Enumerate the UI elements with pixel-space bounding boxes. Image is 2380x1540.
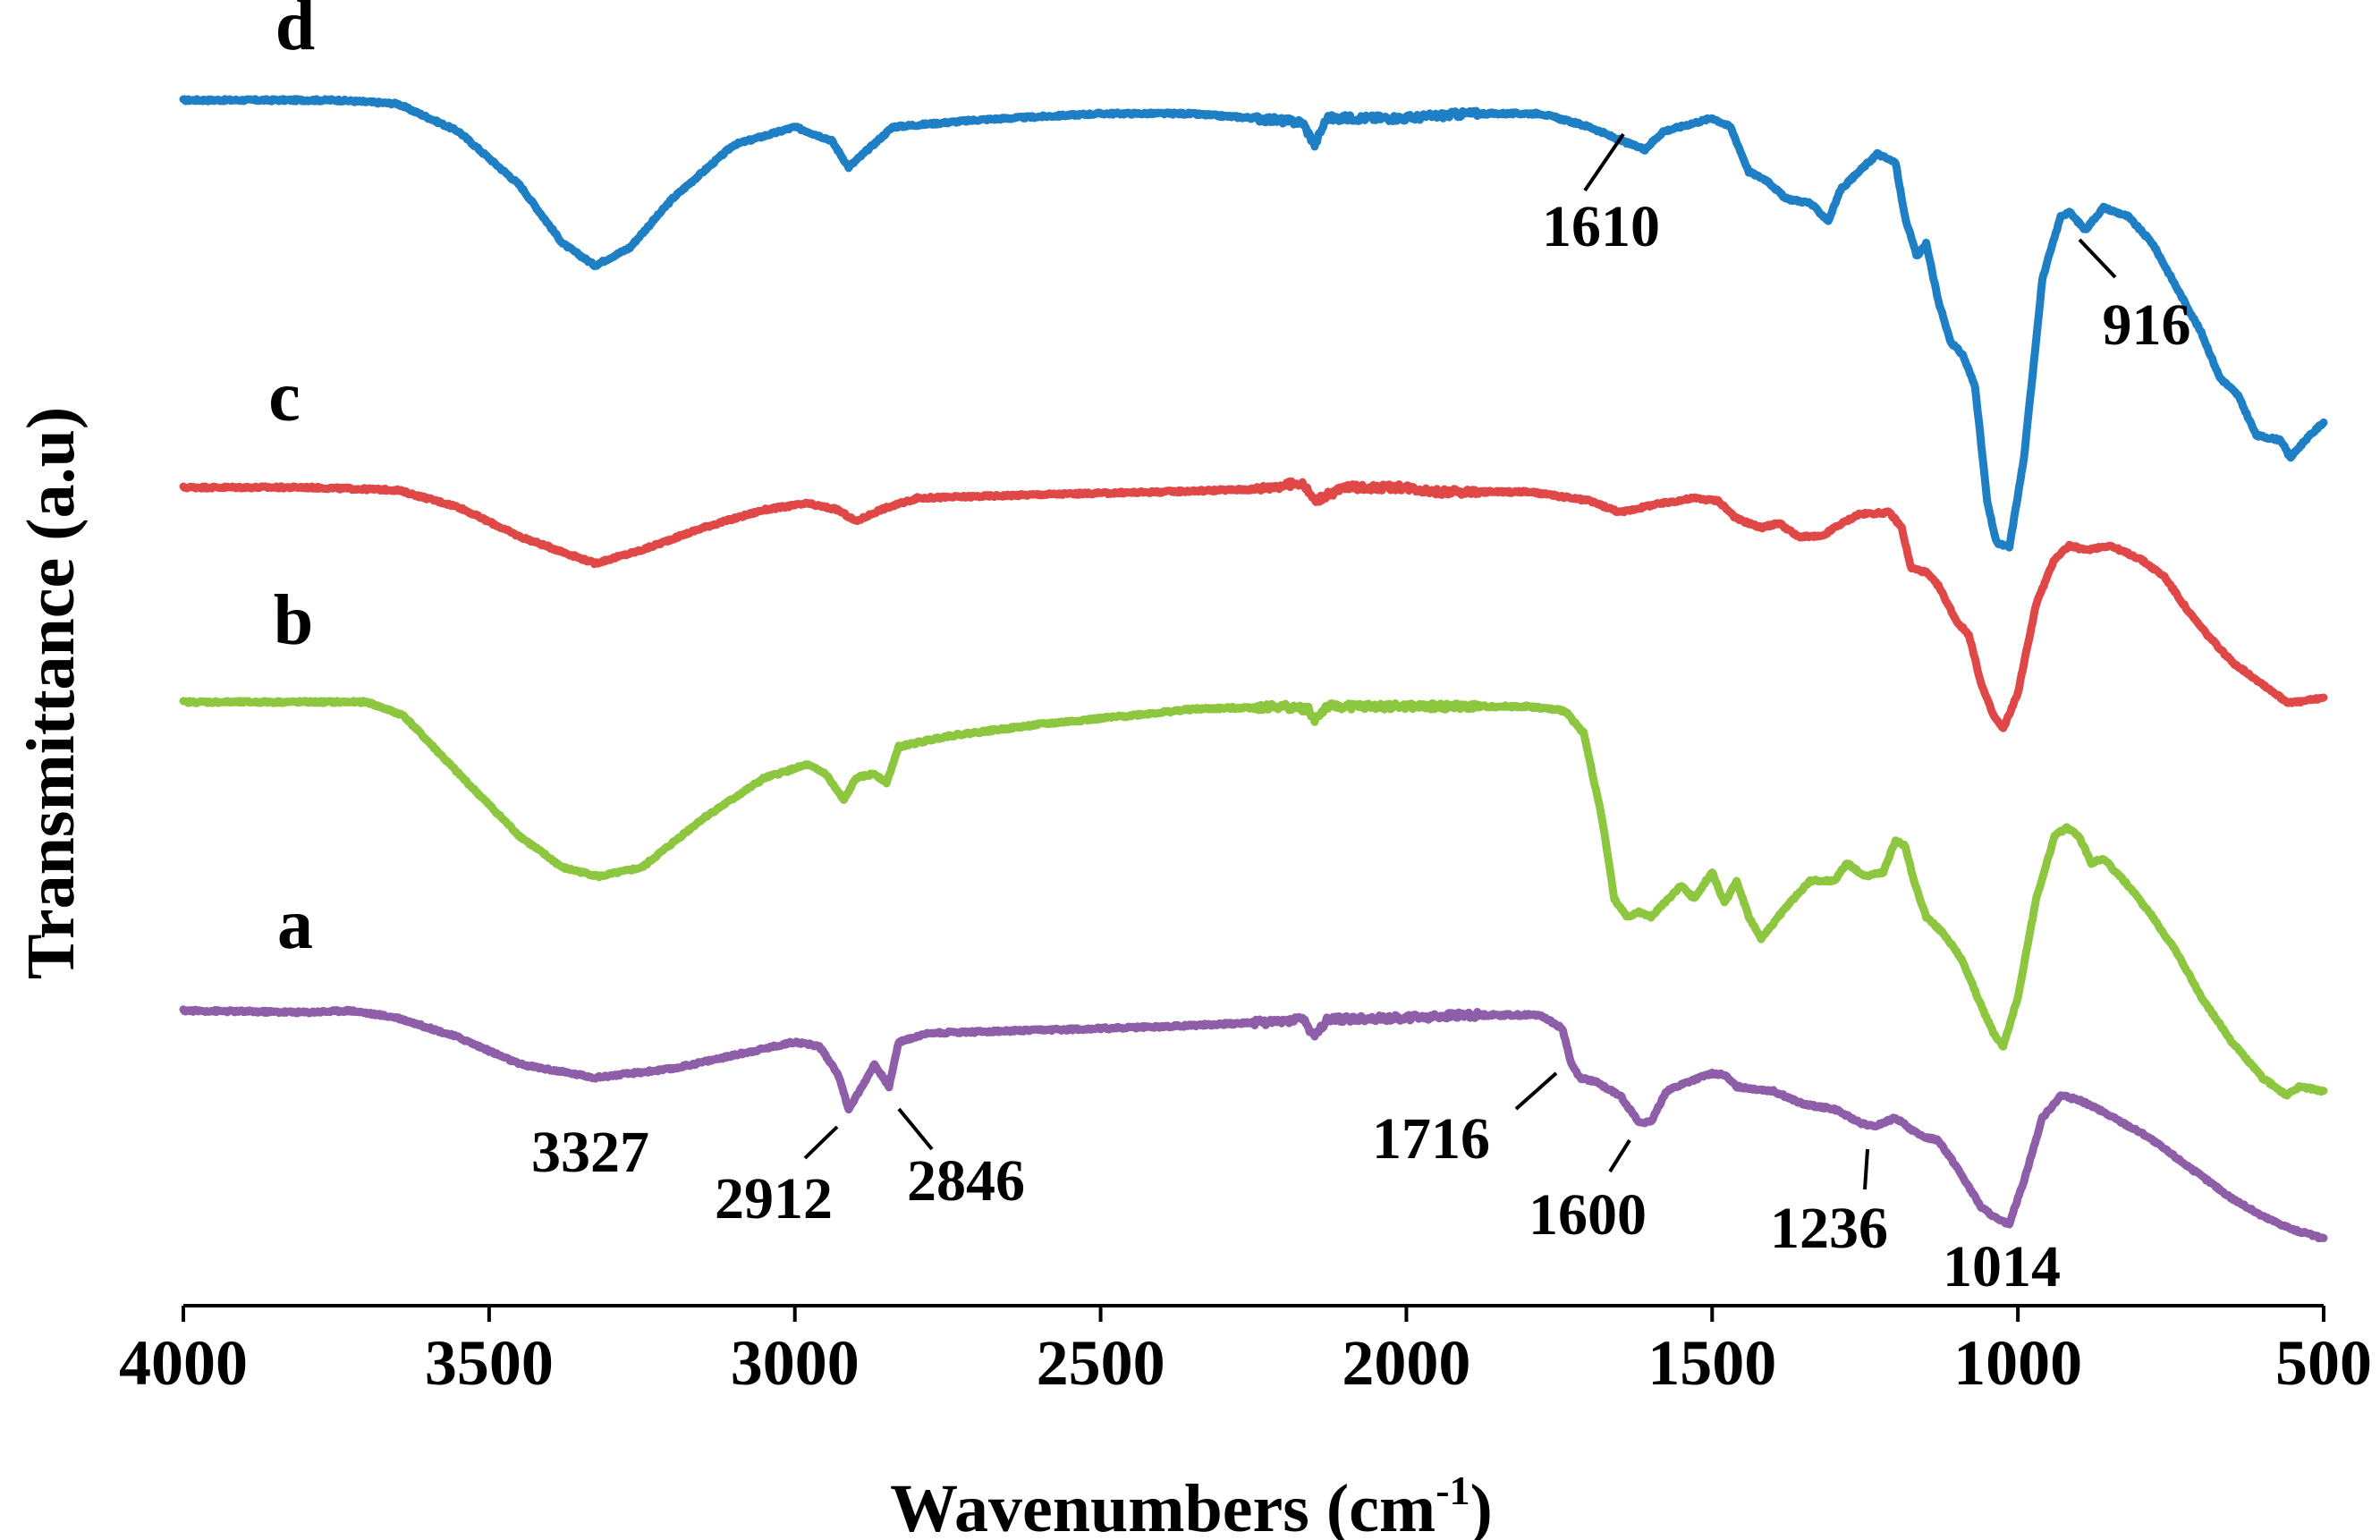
x-tick-label-3000: 3000: [731, 1327, 860, 1399]
y-axis-label: Transmittance (a.u): [13, 407, 89, 979]
x-axis-label: Wavenumbers (cm-1): [890, 1468, 1493, 1540]
peak-label-2912: 2912: [715, 1166, 833, 1231]
peak-leader-1236: [1863, 1148, 1869, 1190]
peak-label-1236: 1236: [1770, 1196, 1888, 1261]
x-axis-label-close: ): [1470, 1471, 1493, 1540]
x-axis: 4000 3500 3000 2500 2000 1500 1000 500: [119, 1304, 2372, 1399]
series-line-d: [179, 95, 2328, 552]
peak-label-1716: 1716: [1372, 1106, 1490, 1172]
x-axis-label-main: Wavenumbers (cm: [890, 1471, 1436, 1540]
peak-label-1600: 1600: [1529, 1182, 1647, 1248]
x-tick-label-2000: 2000: [1342, 1327, 1470, 1399]
series-label-b: b: [274, 581, 314, 660]
x-tick-label-3500: 3500: [425, 1327, 554, 1399]
peak-label-1014: 1014: [1943, 1234, 2061, 1299]
series-line-c: [179, 477, 2328, 732]
peak-label-3327: 3327: [531, 1120, 649, 1185]
x-tick-label-1000: 1000: [1953, 1327, 2082, 1399]
x-tick-label-2500: 2500: [1037, 1327, 1165, 1399]
peak-leader-2846: [897, 1107, 934, 1151]
peak-leader-1610: [1583, 132, 1625, 192]
series-label-c: c: [268, 358, 301, 436]
series-layer: [179, 95, 2328, 1243]
peak-label-1610: 1610: [1542, 194, 1660, 259]
x-tick-label-500: 500: [2275, 1327, 2372, 1399]
peak-leader-2912: [803, 1125, 839, 1160]
peak-leader-916: [2078, 238, 2117, 279]
series-line-b: [179, 697, 2328, 1100]
series-label-a: a: [277, 885, 313, 964]
x-axis-label-superscript: -1: [1436, 1468, 1470, 1513]
label-layer: d c b a 1610 916 3327 2912 2846 1716 1600 1236 1014: [268, 0, 2190, 1299]
x-tick-label-1500: 1500: [1647, 1327, 1776, 1399]
series-line-a: [179, 1005, 2328, 1243]
peak-leader-1600: [1608, 1138, 1631, 1173]
peak-label-2846: 2846: [907, 1148, 1025, 1214]
peak-label-916: 916: [2103, 292, 2191, 358]
series-label-d: d: [275, 0, 316, 65]
peak-leader-1716: [1514, 1071, 1558, 1111]
x-tick-label-4000: 4000: [119, 1327, 248, 1399]
